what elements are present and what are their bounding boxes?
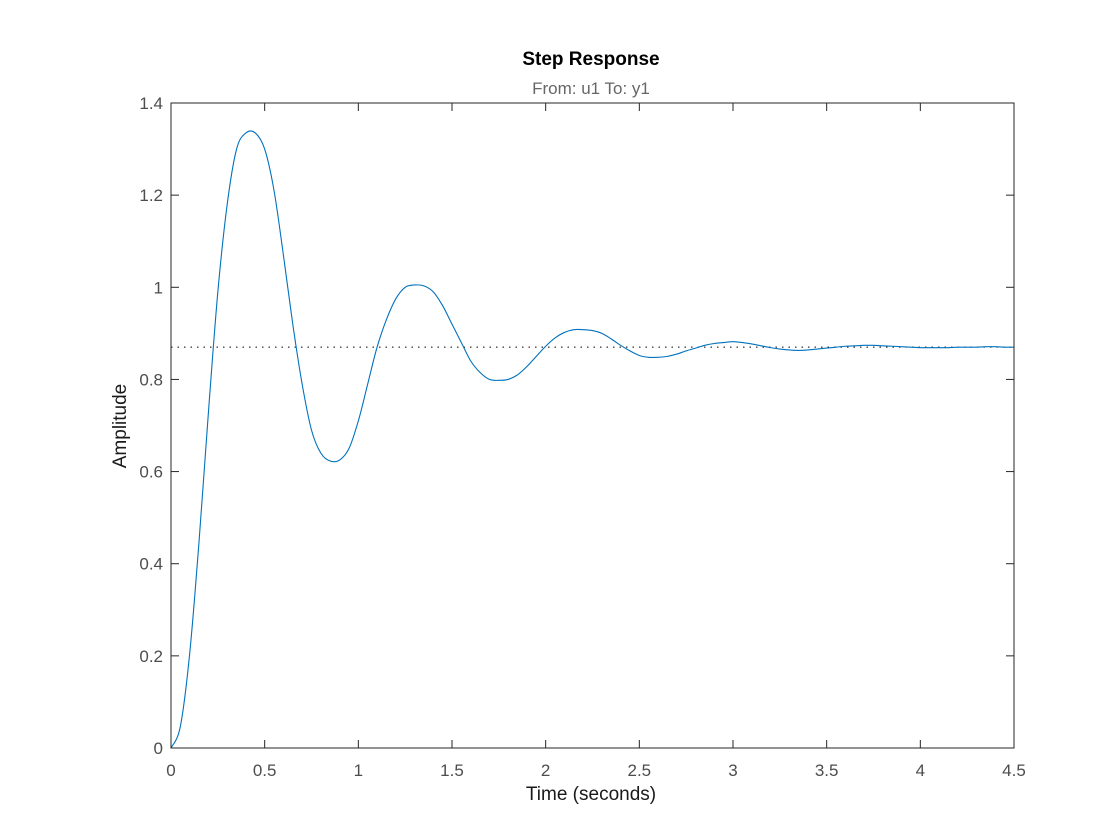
x-tick-label: 2.5 bbox=[628, 761, 652, 780]
x-tick-label: 3 bbox=[728, 761, 737, 780]
axes-background bbox=[171, 103, 1014, 748]
chart-title: Step Response bbox=[522, 49, 659, 70]
chart-subtitle: From: u1 To: y1 bbox=[532, 79, 650, 98]
x-tick-label: 3.5 bbox=[815, 761, 839, 780]
x-axis-label: Time (seconds) bbox=[526, 784, 656, 805]
x-tick-label: 1 bbox=[354, 761, 363, 780]
axes-box bbox=[170, 102, 1015, 749]
y-tick-label: 0 bbox=[154, 739, 163, 758]
x-tick-label: 4 bbox=[916, 761, 925, 780]
y-axis-label: Amplitude bbox=[110, 384, 131, 469]
x-tick-label: 0 bbox=[166, 761, 175, 780]
y-tick-label: 0.6 bbox=[139, 463, 163, 482]
y-tick-label: 0.2 bbox=[139, 647, 163, 666]
y-tick-label: 1 bbox=[154, 278, 163, 297]
x-tick-label: 1.5 bbox=[440, 761, 464, 780]
y-tick-label: 1.2 bbox=[139, 186, 163, 205]
plot-area[interactable]: 0 0.5 1 1.5 2 2.5 3 3.5 4 4.5 0 0.2 0.4 0.6 0.8 1 1.2 1.… bbox=[139, 94, 1025, 780]
x-tick-label: 4.5 bbox=[1002, 761, 1026, 780]
y-tick-label: 0.4 bbox=[139, 555, 163, 574]
step-response-line-1 bbox=[170, 130, 1015, 749]
y-tick-label: 1.4 bbox=[139, 94, 163, 113]
x-tick-label: 2 bbox=[541, 761, 550, 780]
x-tick-label: 0.5 bbox=[253, 761, 277, 780]
y-tick-label: 0.8 bbox=[139, 370, 163, 389]
